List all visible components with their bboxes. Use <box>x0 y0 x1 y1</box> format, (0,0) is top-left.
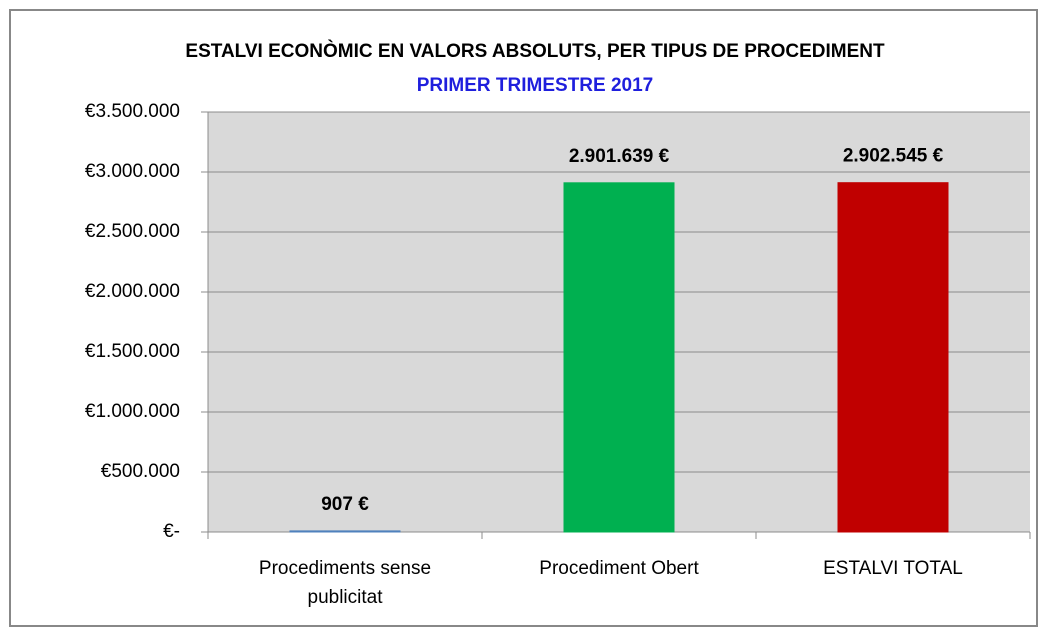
y-tick-label: €2.000.000 <box>85 281 180 302</box>
data-label: 2.902.545 € <box>843 146 944 167</box>
y-tick-label: €3.500.000 <box>85 101 180 122</box>
y-tick-label: €1.000.000 <box>85 401 180 422</box>
x-tick-label: ESTALVI TOTAL <box>823 558 963 579</box>
y-tick-label: €500.000 <box>101 461 180 482</box>
bar <box>289 530 401 533</box>
y-tick-label: €- <box>163 521 180 542</box>
data-label: 907 € <box>321 494 369 515</box>
x-tick-label: Procediments sense publicitat <box>258 558 432 608</box>
y-tick-label: €1.500.000 <box>85 341 180 362</box>
x-tick-label: Procediment Obert <box>539 558 699 579</box>
chart-subtitle: PRIMER TRIMESTRE 2017 <box>417 75 654 96</box>
data-label: 2.901.639 € <box>569 146 670 167</box>
y-tick-label: €3.000.000 <box>85 161 180 182</box>
chart-title: ESTALVI ECONÒMIC EN VALORS ABSOLUTS, PER… <box>185 40 885 62</box>
bar <box>837 182 949 533</box>
y-tick-label: €2.500.000 <box>85 221 180 242</box>
bar <box>563 182 675 533</box>
